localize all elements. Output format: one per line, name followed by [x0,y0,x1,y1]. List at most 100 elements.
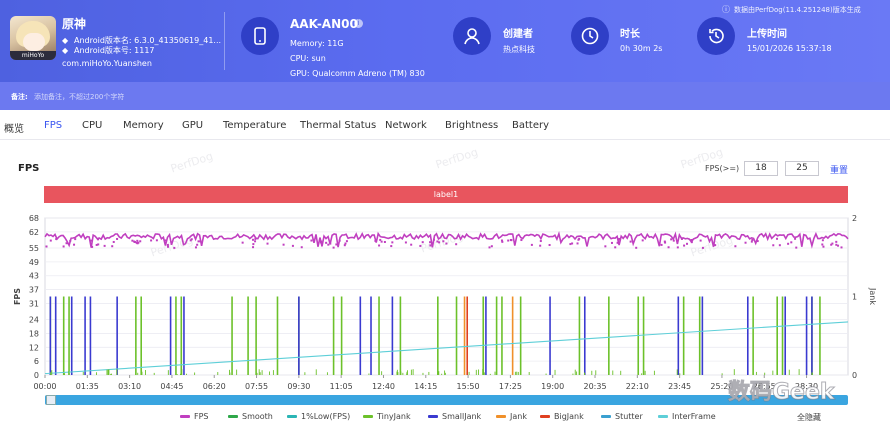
fps-point [300,246,303,249]
fps-point [539,240,542,243]
legend-1pct-low[interactable]: 1%Low(FPS) [287,412,350,421]
tab-cpu[interactable]: CPU [82,120,103,131]
tab-brightness[interactable]: Brightness [445,120,499,131]
y-tick-label: 43 [29,272,39,281]
fps-point [776,237,779,240]
fps-point [49,239,52,242]
x-tick-label: 17:25 [499,382,522,391]
metric-tabs: 概览 FPS CPU Memory GPU Temperature Therma… [0,114,890,140]
y-tick-label: 55 [29,244,39,253]
hide-all-button[interactable]: 全隐藏 [797,413,821,422]
watermark: PerfDog [169,149,215,176]
fps-point [196,243,199,246]
fps-point [750,240,753,243]
fps-point [391,241,394,244]
fps-point [509,238,512,241]
label-bar[interactable]: label1 [44,186,848,203]
tab-fps[interactable]: FPS [44,120,63,131]
tab-network[interactable]: Network [385,120,427,131]
fps-point [618,238,621,241]
tab-memory[interactable]: Memory [123,120,164,131]
fps-point [488,246,491,249]
app-name: 原神 [62,17,87,31]
y-tick-label: 49 [29,258,39,267]
user-icon [453,17,491,55]
history-icon [697,17,735,55]
scrollbar-handle-left[interactable] [46,395,56,405]
y-tick-label: 31 [29,299,39,308]
fps-point [111,245,114,248]
y-tick-label: 0 [34,371,39,380]
fps-point [390,245,393,248]
legend-interframe[interactable]: InterFrame [658,412,716,421]
fps-point [150,239,153,242]
fps-point [97,243,100,246]
legend-tinyjank[interactable]: TinyJank [363,412,411,421]
fps-point [501,240,504,243]
info-circle-icon: ⓘ [722,5,730,14]
fps-point [614,246,617,249]
y-tick-label: 68 [29,214,39,223]
x-tick-label: 23:45 [668,382,691,391]
fps-point [116,237,119,240]
fps-point [660,243,663,246]
legend-smalljank[interactable]: SmallJank [428,412,481,421]
time-range-scrollbar[interactable] [45,395,848,405]
fps-point [194,246,197,249]
legend-fps[interactable]: FPS [180,412,209,421]
fps-point [136,242,139,245]
tab-overview[interactable]: 概览 [4,124,24,135]
fps-point [135,241,138,244]
threshold-input-2[interactable]: 25 [785,161,819,176]
creator-value: 热点科技 [503,45,535,54]
legend-jank[interactable]: Jank [496,412,527,421]
fps-point [254,237,257,240]
fps-point [840,246,843,249]
watermark: PerfDog [434,145,480,172]
x-tick-label: 22:10 [626,382,649,391]
device-cpu: CPU: sun [290,54,326,63]
fps-point [821,239,824,242]
fps-point [821,243,824,246]
fps-point [252,243,255,246]
fps-point [548,244,551,247]
note-input[interactable]: 添加备注，不超过200个字符 [34,93,125,101]
fps-point [510,239,513,242]
fps-point [90,239,93,242]
fps-point [380,240,383,243]
info-icon[interactable]: i [354,19,363,28]
legend-smooth[interactable]: Smooth [228,412,273,421]
y-right-tick-label: 0 [852,371,857,380]
note-label: 备注: [11,93,28,101]
fps-point [490,245,493,248]
fps-point [616,241,619,244]
app-version-code: Android版本号: 1117 [74,46,155,55]
fps-point [744,241,747,244]
fps-point [103,244,106,247]
y-tick-label: 6 [34,357,39,366]
fps-point [835,240,838,243]
fps-point [610,241,613,244]
y-tick-label: 62 [29,228,39,237]
legend-stutter[interactable]: Stutter [601,412,643,421]
fps-point [133,240,136,243]
note-bar: 备注: 添加备注，不超过200个字符 [0,82,890,110]
threshold-input-1[interactable]: 18 [744,161,778,176]
device-memory: Memory: 11G [290,39,344,48]
tab-gpu[interactable]: GPU [182,120,204,131]
fps-point [577,238,580,241]
tab-battery[interactable]: Battery [512,120,550,131]
tab-thermal-status[interactable]: Thermal Status [300,120,377,131]
fps-point [822,245,825,248]
fps-point [291,244,294,247]
device-phone-icon [241,17,279,55]
fps-point [787,242,790,245]
duration-value: 0h 30m 2s [620,44,663,53]
legend-bigjank[interactable]: BigJank [540,412,584,421]
fps-point [500,239,503,242]
watermark: PerfDog [689,233,735,260]
fps-point [378,244,381,247]
tab-temperature[interactable]: Temperature [223,120,287,131]
fps-point [686,242,689,245]
reset-button[interactable]: 重置 [830,166,849,176]
